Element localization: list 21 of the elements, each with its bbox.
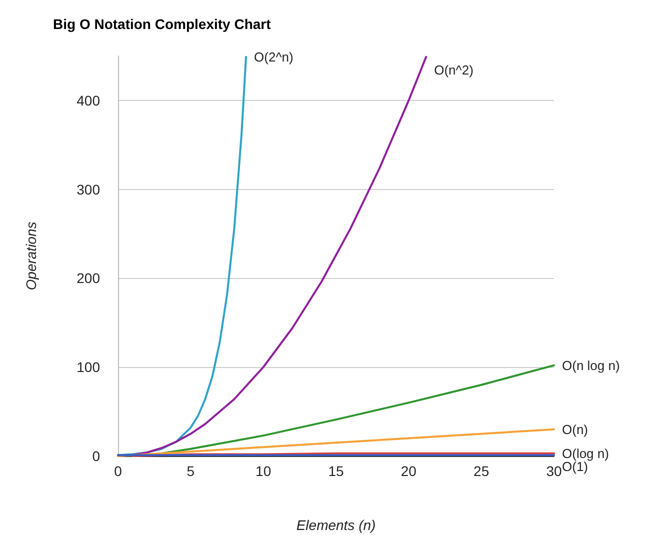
y-tick-label: 200 <box>76 270 100 286</box>
series-label: O(2^n) <box>254 49 294 64</box>
x-tick-label: 30 <box>546 463 562 479</box>
series-label: O(log n) <box>562 446 609 461</box>
y-axis-title: Operations <box>23 222 39 290</box>
y-tick-label: 100 <box>76 359 100 376</box>
x-axis-title: Elements (n) <box>296 517 376 533</box>
line-series <box>117 428 555 457</box>
series-label: O(n) <box>562 422 588 437</box>
x-tick-label: 10 <box>256 463 272 479</box>
x-tick-label: 20 <box>400 463 417 479</box>
x-tick-label: 5 <box>186 463 195 479</box>
series-label: O(n log n) <box>562 358 620 373</box>
y-tick-label: 400 <box>76 92 100 108</box>
x-tick-label: 0 <box>114 463 122 479</box>
x-tick-label: 25 <box>474 463 490 479</box>
y-tick-label: 300 <box>76 181 100 198</box>
chart-title: Big O Notation Complexity Chart <box>53 16 272 32</box>
y-tick-label: 0 <box>92 448 100 464</box>
x-tick-label: 15 <box>328 463 344 479</box>
series-label: O(n^2) <box>434 62 474 78</box>
